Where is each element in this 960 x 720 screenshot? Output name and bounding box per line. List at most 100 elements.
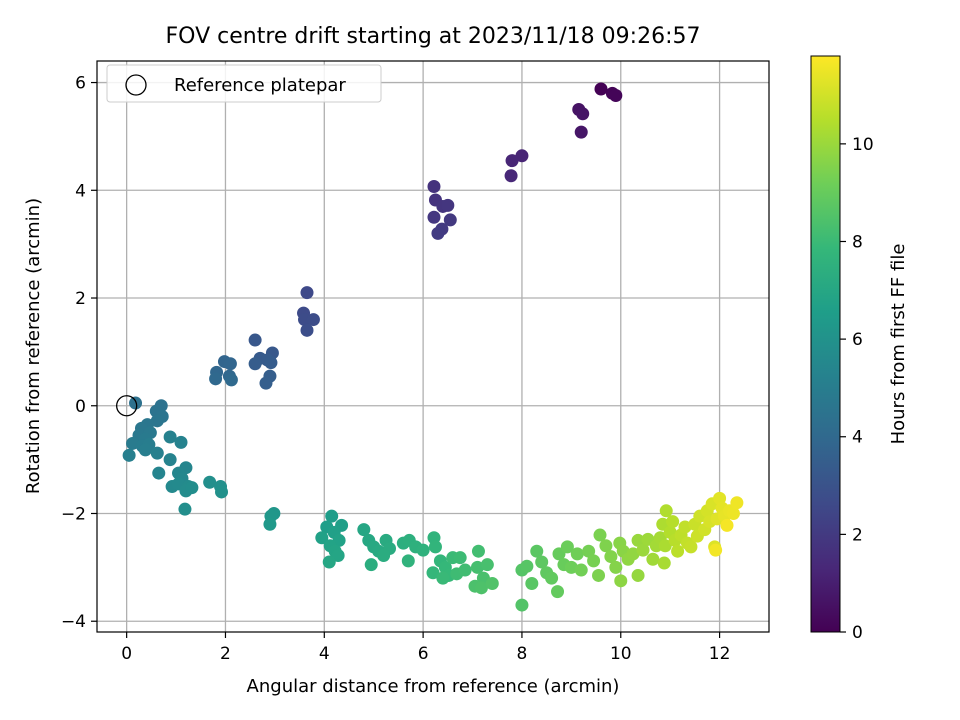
data-point bbox=[609, 88, 623, 102]
data-point bbox=[480, 558, 494, 572]
data-point bbox=[574, 563, 588, 577]
data-point bbox=[594, 82, 608, 96]
data-point bbox=[138, 443, 152, 457]
colorbar-label: Hours from first FF file bbox=[888, 244, 909, 445]
data-point bbox=[515, 598, 529, 612]
data-point bbox=[209, 372, 223, 386]
y-tick-label: −2 bbox=[61, 504, 86, 524]
data-point bbox=[441, 198, 455, 212]
data-point bbox=[726, 506, 740, 520]
data-point bbox=[657, 556, 671, 570]
legend: Reference platepar bbox=[106, 64, 382, 103]
data-point bbox=[604, 550, 618, 564]
data-point bbox=[325, 509, 339, 523]
data-point bbox=[659, 504, 673, 518]
data-point bbox=[564, 560, 578, 574]
data-point bbox=[530, 544, 544, 558]
data-point bbox=[646, 552, 660, 566]
x-tick-label: 0 bbox=[121, 644, 132, 664]
data-point bbox=[576, 107, 590, 121]
data-point bbox=[678, 520, 692, 534]
data-point bbox=[315, 531, 329, 545]
data-point bbox=[436, 571, 450, 585]
data-point bbox=[709, 543, 723, 557]
data-point bbox=[658, 539, 672, 553]
data-point bbox=[504, 169, 518, 183]
x-tick-label: 4 bbox=[319, 644, 330, 664]
data-point bbox=[428, 540, 442, 554]
data-point bbox=[185, 481, 199, 495]
y-tick-label: 6 bbox=[75, 74, 86, 94]
y-tick-label: −4 bbox=[61, 612, 86, 632]
data-point bbox=[458, 563, 472, 577]
reference-marker-layer bbox=[115, 395, 138, 417]
legend-marker-reference bbox=[125, 74, 147, 96]
colorbar-tick-label: 8 bbox=[852, 232, 863, 252]
data-point bbox=[152, 466, 166, 480]
colorbar: 0 2 4 6 8 10 Hours from first FF file bbox=[810, 55, 909, 643]
data-point bbox=[377, 549, 391, 563]
y-tick-label: 2 bbox=[75, 289, 86, 309]
data-point bbox=[626, 547, 640, 561]
data-point bbox=[364, 558, 378, 572]
data-point bbox=[671, 544, 685, 558]
legend-entry-reference: Reference platepar bbox=[174, 75, 346, 96]
data-point bbox=[129, 396, 143, 410]
chart-title: FOV centre drift starting at 2023/11/18 … bbox=[166, 24, 701, 49]
data-point bbox=[163, 453, 177, 467]
data-point bbox=[453, 551, 467, 565]
data-point bbox=[298, 313, 312, 327]
colorbar-bar bbox=[810, 55, 841, 633]
data-point bbox=[263, 517, 277, 531]
data-point bbox=[525, 577, 539, 591]
data-point bbox=[264, 356, 278, 370]
data-point bbox=[178, 502, 192, 516]
x-tick-label: 10 bbox=[610, 644, 632, 664]
data-point bbox=[666, 515, 680, 529]
data-point bbox=[551, 585, 565, 599]
data-point bbox=[592, 568, 606, 582]
grid-lines bbox=[97, 61, 769, 632]
data-point bbox=[720, 518, 734, 532]
data-point bbox=[485, 577, 499, 591]
data-point bbox=[636, 543, 650, 557]
data-point bbox=[215, 485, 229, 499]
data-point bbox=[609, 560, 623, 574]
x-tick-label: 8 bbox=[517, 644, 528, 664]
colorbar-tick-label: 0 bbox=[852, 623, 863, 643]
data-point bbox=[431, 226, 445, 240]
data-point bbox=[574, 125, 588, 139]
data-point bbox=[443, 213, 457, 227]
data-point bbox=[515, 149, 529, 163]
data-point bbox=[730, 496, 744, 510]
colorbar-ticks: 0 2 4 6 8 10 bbox=[840, 135, 874, 643]
data-point bbox=[174, 435, 188, 449]
x-tick-label: 12 bbox=[709, 644, 731, 664]
data-point bbox=[545, 571, 559, 585]
data-point bbox=[126, 436, 140, 450]
data-point bbox=[426, 566, 440, 580]
x-tick-label: 6 bbox=[418, 644, 429, 664]
reference-platepar-marker bbox=[115, 395, 138, 417]
data-point bbox=[631, 568, 645, 582]
data-point bbox=[470, 560, 484, 574]
y-axis-label: Rotation from reference (arcmin) bbox=[23, 198, 44, 494]
data-point bbox=[684, 540, 698, 554]
data-point bbox=[224, 373, 238, 387]
data-point bbox=[163, 430, 177, 444]
data-point bbox=[560, 540, 574, 554]
data-point bbox=[416, 543, 430, 557]
colorbar-tick-label: 4 bbox=[852, 428, 863, 448]
data-point bbox=[593, 528, 607, 542]
data-point bbox=[248, 357, 262, 371]
x-tick-label: 2 bbox=[220, 644, 231, 664]
data-point bbox=[505, 154, 519, 168]
y-axis-ticks: −4 −2 0 2 4 6 bbox=[61, 74, 97, 632]
colorbar-tick-label: 2 bbox=[852, 525, 863, 545]
x-axis-ticks: 0 2 4 6 8 10 12 bbox=[121, 632, 730, 664]
data-point bbox=[322, 555, 336, 569]
data-point bbox=[471, 544, 485, 558]
data-point bbox=[223, 357, 237, 371]
data-point bbox=[614, 574, 628, 588]
